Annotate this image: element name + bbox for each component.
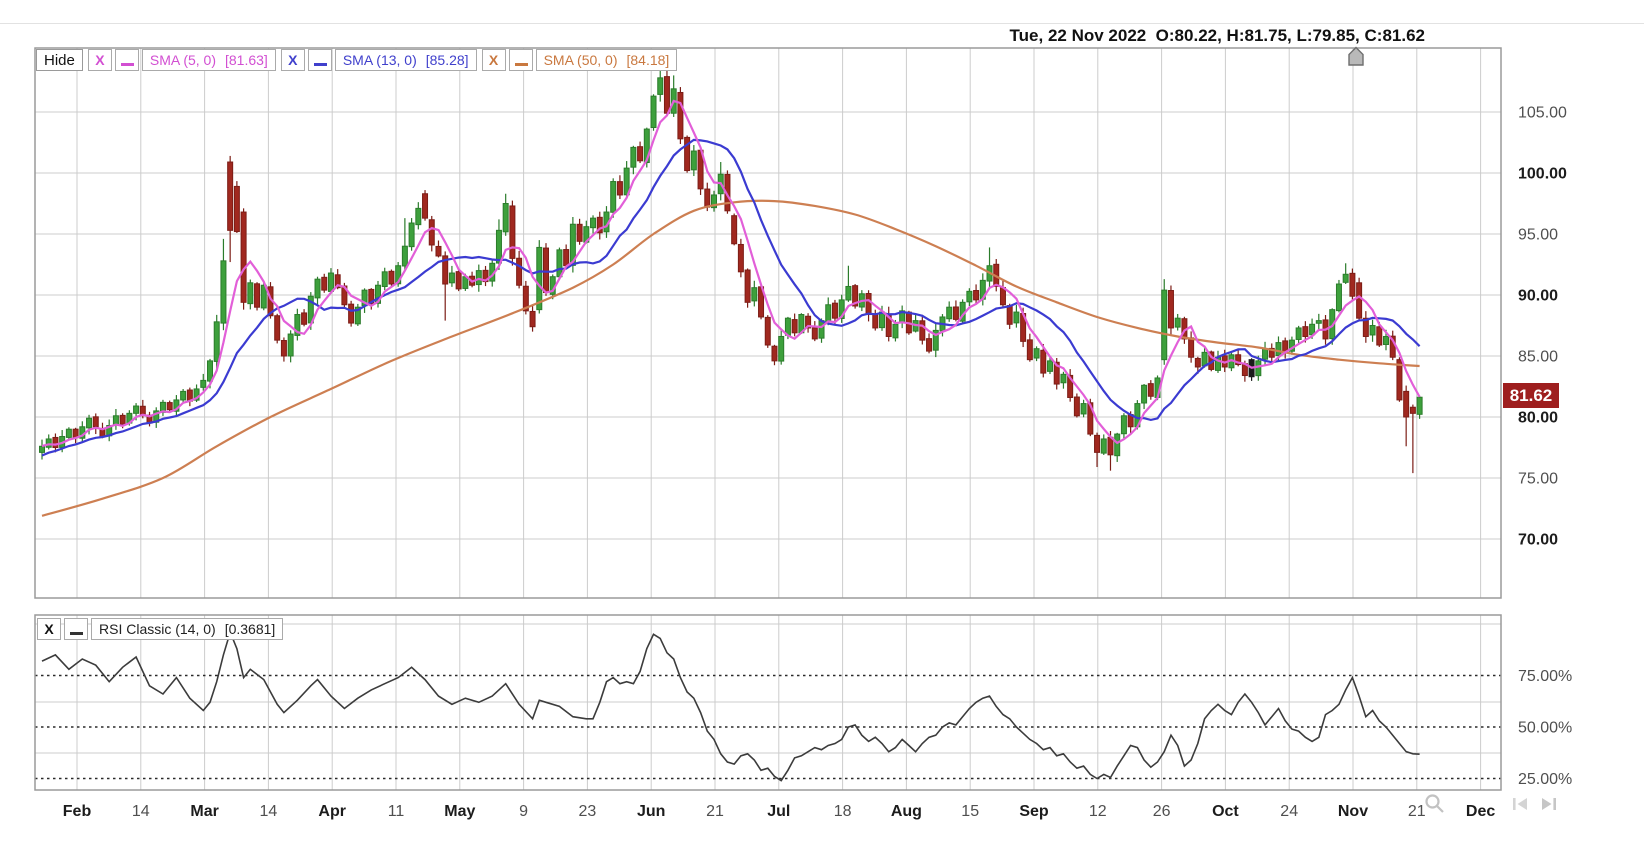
remove-sma13-button[interactable]: X — [280, 49, 305, 71]
x-axis-label: May — [444, 803, 475, 820]
rsi-legend: X RSI Classic (14, 0) [0.3681] — [37, 618, 284, 640]
x-axis-label: Nov — [1338, 803, 1368, 820]
x-axis-label: Feb — [63, 803, 92, 820]
rsi-label[interactable]: RSI Classic (14, 0) [0.3681] — [91, 618, 284, 640]
x-axis-label: 18 — [834, 803, 852, 820]
main-plot-area[interactable] — [34, 47, 1502, 599]
line-sample-icon — [514, 63, 528, 66]
x-axis-label: 23 — [579, 803, 597, 820]
x-axis-label: Aug — [891, 803, 922, 820]
indicator-sma50: X SMA (50, 0) [84.18] — [481, 49, 678, 71]
price-axis-label: 80.00 — [1518, 410, 1558, 427]
price-axis-label: 105.00 — [1518, 105, 1567, 122]
indicator-name: SMA (50, 0) — [543, 52, 618, 68]
x-axis-label: Oct — [1212, 803, 1239, 820]
last-price-badge: 81.62 — [1503, 383, 1559, 408]
hide-legend-button[interactable]: Hide — [36, 49, 83, 71]
sma5-line — [41, 99, 1421, 448]
sma13-line — [41, 138, 1421, 457]
price-axis-label: 70.00 — [1518, 532, 1558, 549]
x-axis-label: 12 — [1089, 803, 1107, 820]
rsi-plot-area[interactable] — [34, 614, 1502, 791]
indicator-sma13: X SMA (13, 0) [85.28] — [280, 49, 477, 71]
zoom-icon[interactable] — [1424, 793, 1446, 820]
price-axis-label: 75.00 — [1518, 471, 1558, 488]
line-sample-icon — [70, 632, 83, 635]
x-axis-label: 15 — [961, 803, 979, 820]
x-axis-label: 26 — [1153, 803, 1171, 820]
sma50-style-button[interactable] — [508, 49, 533, 71]
rsi-axis-label: 75.00% — [1518, 668, 1572, 685]
rsi-style-button[interactable] — [64, 618, 88, 640]
sma13-style-button[interactable] — [307, 49, 332, 71]
x-axis-label: 14 — [260, 803, 278, 820]
x-axis-label: 14 — [132, 803, 150, 820]
price-axis-label: 100.00 — [1518, 166, 1567, 183]
skip-back-icon[interactable] — [1512, 797, 1528, 816]
sma5-label[interactable]: SMA (5, 0) [81.63] — [141, 49, 276, 71]
remove-sma5-button[interactable]: X — [87, 49, 112, 71]
x-axis-label: 21 — [706, 803, 724, 820]
line-sample-icon — [120, 63, 134, 66]
indicator-value: [84.18] — [626, 52, 670, 68]
x-axis-label: 11 — [388, 803, 405, 820]
sma5-style-button[interactable] — [114, 49, 139, 71]
x-axis-label: Mar — [190, 803, 218, 820]
x-axis-label: Jun — [637, 803, 665, 820]
price-axis-label: 85.00 — [1518, 349, 1558, 366]
x-axis-label: Dec — [1466, 803, 1495, 820]
sma50-line — [41, 199, 1420, 517]
indicator-rsi: X RSI Classic (14, 0) [0.3681] — [37, 618, 284, 640]
indicator-value: [0.3681] — [224, 621, 276, 637]
rsi-axis-label: 50.00% — [1518, 720, 1572, 737]
x-axis-label: Jul — [767, 803, 790, 820]
indicator-value: [85.28] — [425, 52, 469, 68]
remove-sma50-button[interactable]: X — [481, 49, 506, 71]
x-axis-label: Sep — [1019, 803, 1049, 820]
x-axis-label: 9 — [519, 803, 528, 820]
skip-to-end-icon[interactable] — [1541, 797, 1557, 816]
indicator-name: SMA (5, 0) — [149, 52, 216, 68]
rsi-axis-label: 25.00% — [1518, 771, 1572, 788]
reset-zoom-icon[interactable] — [1345, 45, 1367, 72]
indicator-name: SMA (13, 0) — [342, 52, 417, 68]
x-axis-label: 21 — [1408, 803, 1426, 820]
sma13-label[interactable]: SMA (13, 0) [85.28] — [334, 49, 477, 71]
indicator-value: [81.63] — [225, 52, 268, 68]
top-divider — [0, 23, 1644, 24]
ohlc-readout: Tue, 22 Nov 2022 O:80.22, H:81.75, L:79.… — [1009, 26, 1425, 45]
line-sample-icon — [313, 63, 327, 66]
remove-rsi-button[interactable]: X — [37, 618, 61, 640]
indicator-legend: Hide X SMA (5, 0) [81.63] X SMA (13, 0) [8… — [36, 49, 678, 71]
price-axis-label: 95.00 — [1518, 227, 1558, 244]
gridlines — [35, 48, 1501, 790]
sma50-label[interactable]: SMA (50, 0) [84.18] — [535, 49, 678, 71]
x-axis-label: Apr — [318, 803, 346, 820]
x-axis-label: 24 — [1280, 803, 1298, 820]
price-axis-label: 90.00 — [1518, 288, 1558, 305]
indicator-name: RSI Classic (14, 0) — [99, 621, 216, 637]
rsi-line — [41, 629, 1420, 782]
indicator-sma5: X SMA (5, 0) [81.63] — [87, 49, 276, 71]
